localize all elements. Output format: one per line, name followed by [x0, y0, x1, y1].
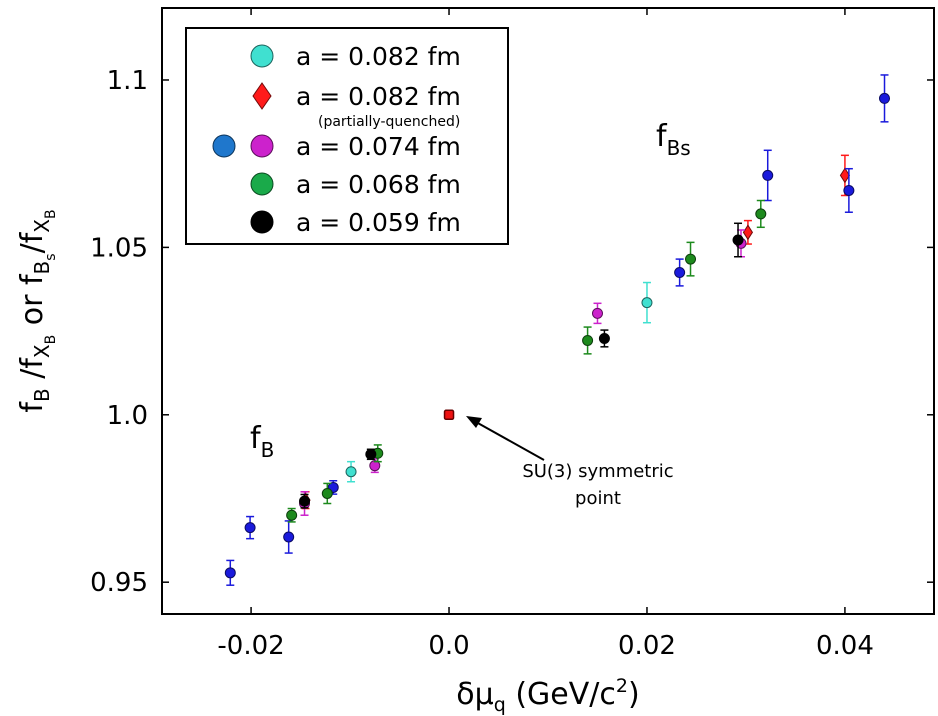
- y-tick-label: 1.0: [107, 401, 148, 431]
- data-point: [299, 495, 311, 507]
- su3-symmetric-point: [443, 409, 455, 421]
- x-tick-label: 0.04: [816, 631, 874, 661]
- data-point: [674, 266, 686, 278]
- legend-marker: [250, 44, 274, 68]
- legend-entry: a = 0.074 fm: [212, 132, 461, 161]
- x-axis-label: δμq (GeV/c2): [456, 675, 639, 716]
- x-tick-label: -0.02: [217, 631, 284, 661]
- y-tick-label: 0.95: [90, 568, 148, 598]
- legend-entry: a = 0.059 fm: [250, 208, 461, 237]
- legend: a = 0.082 fm a = 0.082 fm (partially-quenc…: [185, 27, 509, 245]
- legend-note: (partially-quenched): [318, 114, 460, 130]
- data-point: [732, 234, 744, 246]
- legend-entry: a = 0.082 fm (partially-quenched): [252, 82, 461, 130]
- data-point: [321, 487, 333, 499]
- data-point: [244, 522, 256, 534]
- y-axis-ticks: 0.95 1.0 1.05 1.1: [90, 66, 934, 598]
- annotation-su3-line2: point: [575, 488, 621, 509]
- data-series: [224, 74, 891, 586]
- series: [299, 222, 744, 509]
- data-point: [345, 466, 357, 478]
- data-point: [879, 92, 891, 104]
- y-tick-label: 1.05: [90, 233, 148, 263]
- legend-marker: [250, 172, 274, 196]
- legend-box: [185, 27, 509, 245]
- legend-label: a = 0.074 fm: [296, 132, 461, 161]
- annotation-su3-line1: SU(3) symmetric: [522, 461, 673, 482]
- series: [224, 74, 891, 586]
- x-tick-label: 0.02: [618, 631, 676, 661]
- legend-label: a = 0.068 fm: [296, 170, 461, 199]
- legend-marker: [212, 134, 236, 158]
- legend-marker: [250, 134, 274, 158]
- legend-label: a = 0.082 fm: [296, 42, 461, 71]
- y-axis-label: fB /fXB or fBs/fXB: [15, 209, 59, 412]
- legend-marker: [250, 210, 274, 234]
- x-axis-ticks: -0.02 0.0 0.02 0.04: [217, 8, 874, 661]
- data-point: [224, 567, 236, 579]
- data-point: [365, 448, 377, 460]
- data-point: [641, 297, 653, 309]
- data-point: [755, 208, 767, 220]
- data-point: [369, 460, 381, 472]
- annotation-fB: fB: [250, 421, 274, 462]
- series: [345, 281, 653, 483]
- y-tick-label: 1.1: [107, 66, 148, 96]
- data-point: [843, 184, 855, 196]
- data-point: [582, 334, 594, 346]
- data-point: [283, 531, 295, 543]
- data-point: [839, 167, 851, 184]
- annotation-fBs: fBs: [656, 119, 691, 160]
- data-point: [591, 307, 603, 319]
- legend-marker: [252, 82, 272, 110]
- legend-entry: a = 0.082 fm: [250, 42, 461, 71]
- data-point: [286, 509, 298, 521]
- annotation-arrow-shaft: [475, 421, 545, 461]
- annotation-arrowhead: [466, 416, 482, 428]
- legend-label: a = 0.059 fm: [296, 208, 461, 237]
- data-point: [685, 253, 697, 265]
- x-tick-label: 0.0: [428, 631, 469, 661]
- legend-label: a = 0.082 fm: [296, 82, 461, 111]
- data-point: [762, 169, 774, 181]
- data-point: [598, 332, 610, 344]
- legend-entry: a = 0.068 fm: [250, 170, 461, 199]
